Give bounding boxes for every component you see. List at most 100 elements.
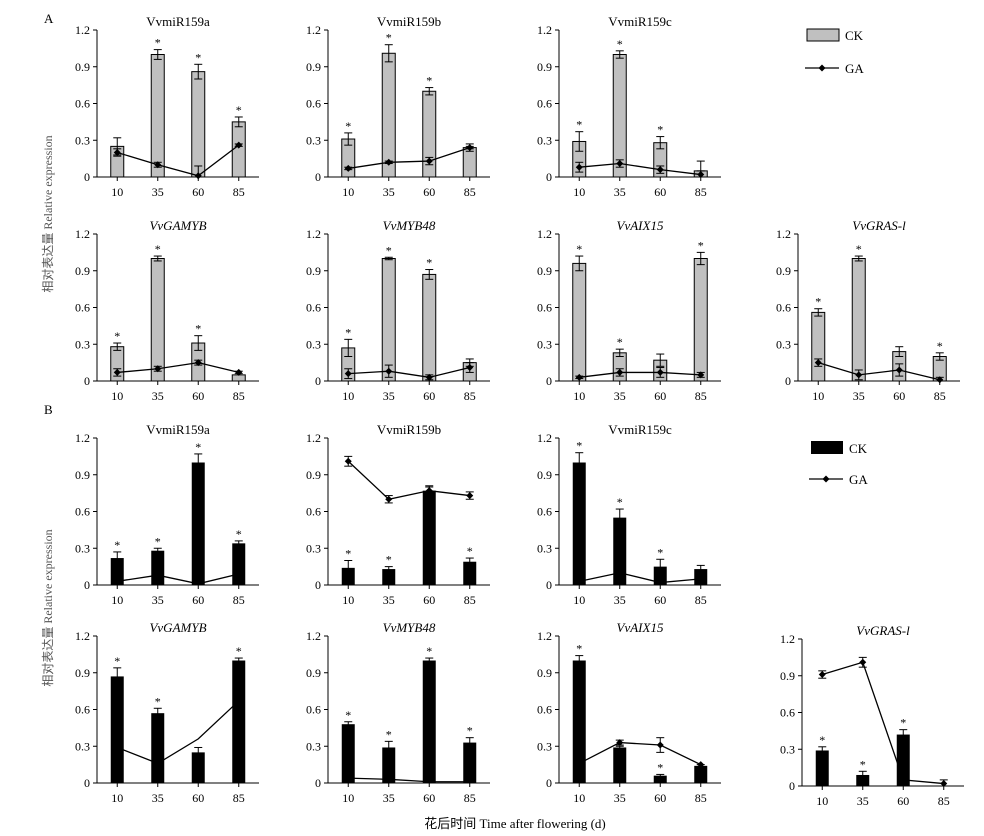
x-tick-label: 85 <box>695 791 707 805</box>
line-ga <box>348 366 470 378</box>
y-tick-label: 1.2 <box>75 629 90 643</box>
significance-star: * <box>345 708 351 722</box>
marker-ga <box>697 371 705 379</box>
line-ga <box>822 661 944 785</box>
y-tick-label: 0 <box>546 578 552 592</box>
y-tick-label: 0.6 <box>537 703 552 717</box>
y-tick-label: 1.2 <box>306 431 321 445</box>
significance-star: * <box>426 644 432 658</box>
chart-title: VvMYB48 <box>383 218 436 233</box>
significance-star: * <box>195 50 201 64</box>
y-tick-label: 0.6 <box>537 301 552 315</box>
section-b-letter: B <box>44 402 53 417</box>
chart-title: VvGRAS-l <box>852 218 906 233</box>
x-tick-label: 35 <box>614 593 626 607</box>
marker-ga <box>466 492 474 500</box>
bar-ck <box>463 742 477 783</box>
chart-b-vvgamyb: VvGAMYB 0 0.3 0.6 0.9 1.2 10 35 60 85 * * * <box>75 620 259 805</box>
y-tick-label: 0.3 <box>776 337 791 351</box>
significance-star: * <box>576 439 582 453</box>
significance-star: * <box>856 242 862 256</box>
x-tick-label: 10 <box>573 389 585 403</box>
y-tick-label: 0.6 <box>306 301 321 315</box>
bar-ck <box>341 567 355 585</box>
line-ga <box>117 573 239 585</box>
chart-a-vvmyb48: VvMYB48 0 0.3 0.6 0.9 1.2 10 35 60 85 * * * <box>306 218 490 403</box>
legend-b-ga-marker <box>822 475 830 483</box>
x-tick-label: 85 <box>233 593 245 607</box>
y-tick-label: 0.6 <box>306 505 321 519</box>
significance-star: * <box>236 644 242 658</box>
legend-b-ck-label: CK <box>849 441 868 456</box>
x-tick-label: 35 <box>152 791 164 805</box>
bar-ck <box>612 352 627 382</box>
chart-title: VvGAMYB <box>149 620 206 635</box>
y-tick-label: 0 <box>789 779 795 793</box>
y-tick-label: 0.9 <box>780 669 795 683</box>
marker-ga <box>814 359 822 367</box>
x-tick-label: 85 <box>695 185 707 199</box>
significance-star: * <box>426 256 432 270</box>
y-tick-label: 0 <box>84 170 90 184</box>
bar-ck <box>815 750 829 786</box>
y-tick-label: 0.3 <box>75 133 90 147</box>
x-tick-label: 35 <box>383 389 395 403</box>
bar-ck <box>653 775 667 783</box>
bar-ck <box>422 273 437 382</box>
significance-star: * <box>657 545 663 559</box>
x-tick-label: 35 <box>614 185 626 199</box>
y-tick-label: 0.9 <box>75 468 90 482</box>
marker-ga <box>936 376 944 384</box>
marker-ga <box>575 163 583 171</box>
y-tick-label: 1.2 <box>537 23 552 37</box>
x-tick-label: 85 <box>464 593 476 607</box>
y-tick-label: 0 <box>315 170 321 184</box>
chart-title: VvGRAS-l <box>856 623 910 638</box>
bar-ck <box>896 734 910 786</box>
y-tick-label: 1.2 <box>75 227 90 241</box>
chart-b-vvgras-l: VvGRAS-l 0 0.3 0.6 0.9 1.2 10 35 60 85 * * * <box>780 623 964 808</box>
x-tick-label: 10 <box>342 389 354 403</box>
marker-ga <box>656 368 664 376</box>
significance-star: * <box>576 118 582 132</box>
chart-b-vvaix15: VvAIX15 0 0.3 0.6 0.9 1.2 10 35 60 85 * * <box>537 620 721 805</box>
y-tick-label: 0.6 <box>75 703 90 717</box>
y-tick-label: 0.6 <box>780 706 795 720</box>
legend-b-ck-swatch <box>811 441 843 454</box>
x-tick-label: 85 <box>233 389 245 403</box>
marker-ga <box>895 366 903 374</box>
bar-ck <box>856 774 870 786</box>
significance-star: * <box>657 760 663 774</box>
x-tick-label: 60 <box>893 389 905 403</box>
x-tick-label: 85 <box>695 389 707 403</box>
legend-a-ga-label: GA <box>845 61 864 76</box>
bar-ck <box>572 462 586 585</box>
significance-star: * <box>195 322 201 336</box>
marker-ga <box>575 373 583 381</box>
y-tick-label: 0 <box>546 170 552 184</box>
legend-b: CK GA <box>809 441 868 487</box>
significance-star: * <box>576 642 582 656</box>
x-tick-label: 10 <box>342 185 354 199</box>
significance-star: * <box>698 238 704 252</box>
x-tick-label: 60 <box>192 593 204 607</box>
chart-a-vvgamyb: VvGAMYB 0 0.3 0.6 0.9 1.2 10 35 60 85 * * * <box>75 218 259 403</box>
bar-ck <box>151 550 165 585</box>
y-tick-label: 0.9 <box>75 60 90 74</box>
section-b-y-axis-label: 相对表达量 Relative expression <box>41 529 55 686</box>
marker-ga <box>113 368 121 376</box>
marker-ga <box>855 371 863 379</box>
x-tick-label: 85 <box>233 185 245 199</box>
significance-star: * <box>815 295 821 309</box>
x-tick-label: 35 <box>152 593 164 607</box>
bar-ck <box>694 765 708 783</box>
y-tick-label: 0 <box>546 776 552 790</box>
y-tick-label: 0.6 <box>537 505 552 519</box>
legend-a: CK GA <box>805 28 864 76</box>
x-tick-label: 10 <box>111 185 123 199</box>
y-tick-label: 0.3 <box>306 739 321 753</box>
chart-title: VvmiR159b <box>377 422 441 437</box>
x-tick-label: 60 <box>423 593 435 607</box>
bar-ck <box>851 258 866 382</box>
bar-ck <box>422 660 436 783</box>
